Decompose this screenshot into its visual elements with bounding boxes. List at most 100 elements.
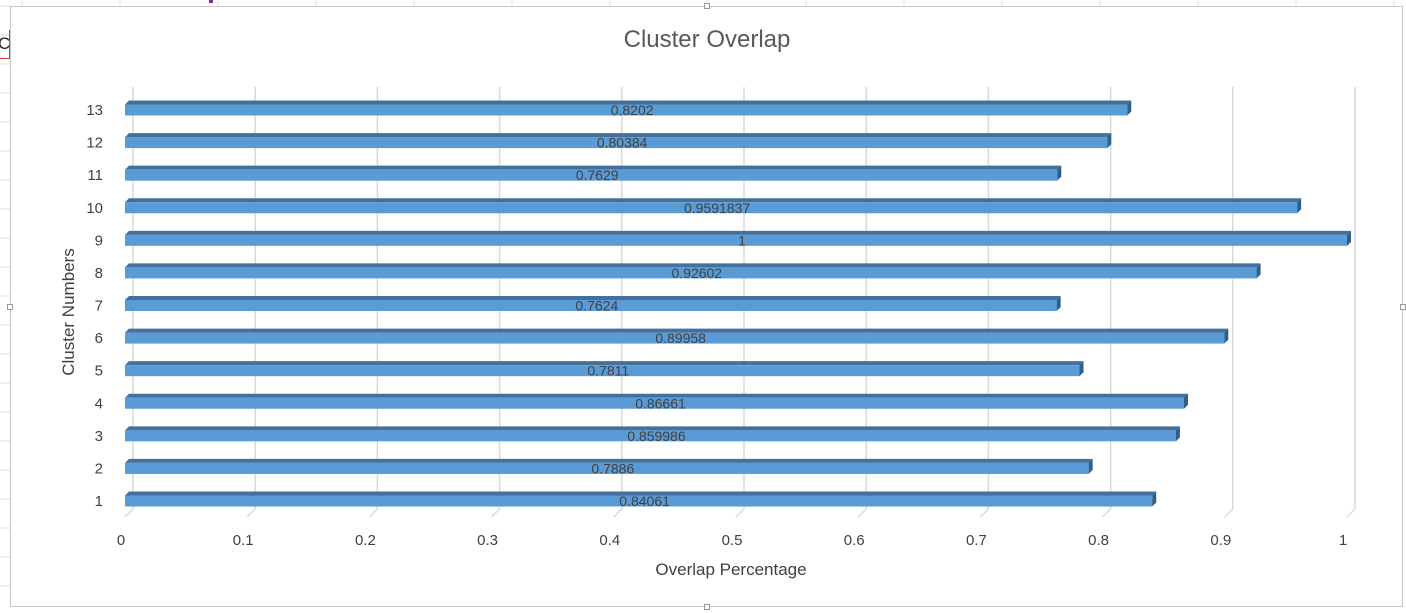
resize-handle-left[interactable] <box>7 304 13 310</box>
bar-front-face <box>125 495 1153 507</box>
y-axis-title: Cluster Numbers <box>59 248 78 376</box>
x-tick-label: 0.9 <box>1210 532 1231 549</box>
bar-top-face <box>125 491 1157 496</box>
chart-title: Cluster Overlap <box>624 26 791 53</box>
bar <box>125 296 1061 311</box>
spreadsheet-cell[interactable]: C <box>0 30 10 59</box>
bars <box>125 100 1351 507</box>
bar-front-face <box>125 397 1184 409</box>
data-label: 0.89958 <box>655 330 706 346</box>
x-tick-label: 0.6 <box>844 532 865 549</box>
gridline-floor <box>368 508 378 518</box>
bar-side-face <box>1057 165 1062 181</box>
y-tick-label: 2 <box>95 460 103 477</box>
bar <box>125 263 1261 279</box>
bar <box>125 393 1188 409</box>
data-label: 1 <box>738 232 746 248</box>
bar <box>125 198 1302 214</box>
x-tick-label: 0.4 <box>599 532 620 549</box>
bar-side-face <box>1175 426 1180 442</box>
bar-front-face <box>125 332 1225 344</box>
y-tick-label: 8 <box>95 265 103 282</box>
bar-top-face <box>125 230 1351 235</box>
bar-front-face <box>125 137 1108 149</box>
bar-side-face <box>1183 393 1188 409</box>
x-tick-label: 0.7 <box>966 532 987 549</box>
x-tick-label: 0.8 <box>1088 532 1109 549</box>
data-label: 0.859986 <box>627 428 686 444</box>
data-label: 0.9591837 <box>684 200 750 216</box>
resize-handle-right[interactable] <box>1400 304 1406 310</box>
bar-side-face <box>1347 230 1351 246</box>
data-label: 0.86661 <box>635 395 686 411</box>
bar-side-face <box>1088 458 1093 474</box>
bar-top-face <box>125 133 1112 138</box>
bar <box>125 230 1351 246</box>
bar-side-face <box>1152 491 1157 507</box>
y-tick-label: 10 <box>86 200 103 217</box>
y-tick-label: 5 <box>95 363 103 380</box>
x-tick-label: 0.1 <box>233 532 254 549</box>
gridline-floor <box>857 508 867 518</box>
cell-text: C <box>0 30 9 58</box>
data-label: 0.84061 <box>619 493 670 509</box>
bar-front-face <box>125 267 1257 279</box>
x-tick-labels: 0 0.1 0.2 0.3 0.4 0.5 0.6 0.7 0.8 0.9 1 <box>117 532 1347 549</box>
bar-side-face <box>1256 263 1261 279</box>
bar-top-face <box>125 393 1188 398</box>
x-tick-label: 0.3 <box>477 532 498 549</box>
y-tick-label: 11 <box>87 167 103 184</box>
data-label: 0.8202 <box>611 102 654 118</box>
chart-area[interactable]: Cluster Overlap 0.84061 0.7886 0.859986 0.8… <box>7 3 1406 610</box>
y-tick-label: 6 <box>95 330 103 347</box>
data-labels: 0.84061 0.7886 0.859986 0.86661 0.7811 0.8995… <box>575 102 750 509</box>
gridline-floor <box>1346 508 1356 518</box>
bar-top-face <box>125 328 1229 333</box>
bar-top-face <box>125 100 1132 105</box>
bar-front-face <box>125 104 1128 116</box>
bar <box>125 426 1180 442</box>
bar-side-face <box>1297 198 1302 214</box>
gridline-floor <box>613 508 623 518</box>
gridline-floor <box>1102 508 1112 518</box>
bar <box>125 100 1132 116</box>
gridline-floor <box>491 508 501 518</box>
bar-front-face <box>125 202 1298 214</box>
bar <box>125 458 1093 474</box>
data-label: 0.7624 <box>575 298 618 314</box>
bar-chart: Cluster Overlap 0.840610.78860.8599860.8… <box>59 26 1356 579</box>
gridline-floor <box>124 508 134 518</box>
selection-marker <box>209 0 213 3</box>
bar-side-face <box>1127 100 1132 116</box>
resize-handle-bottom[interactable] <box>704 604 710 610</box>
gridline-floor <box>246 508 256 518</box>
data-label: 0.92602 <box>671 265 722 281</box>
data-label: 0.80384 <box>597 135 648 151</box>
bar-front-face <box>125 169 1058 181</box>
bar-top-face <box>125 296 1061 300</box>
bar <box>125 328 1229 344</box>
bar-side-face <box>1224 328 1229 344</box>
bar-front-face <box>125 462 1089 474</box>
bar <box>125 491 1157 507</box>
bar <box>125 361 1084 377</box>
bar-front-face <box>125 430 1176 442</box>
bar-front-face <box>125 234 1347 246</box>
data-label: 0.7886 <box>591 460 634 476</box>
y-tick-label: 7 <box>95 298 103 315</box>
bar-front-face <box>125 300 1057 311</box>
bar-top-face <box>125 263 1261 268</box>
resize-handle-top[interactable] <box>704 3 710 9</box>
bar-side-face <box>1056 296 1061 311</box>
bar-top-face <box>125 426 1180 431</box>
bar-side-face <box>1107 133 1112 149</box>
data-label: 0.7629 <box>576 167 619 183</box>
x-tick-label: 1 <box>1339 532 1347 549</box>
data-label: 0.7811 <box>587 363 629 379</box>
y-tick-label: 9 <box>95 232 103 249</box>
x-tick-label: 0 <box>117 532 125 549</box>
bar-top-face <box>125 458 1093 463</box>
y-tick-label: 3 <box>95 428 103 445</box>
